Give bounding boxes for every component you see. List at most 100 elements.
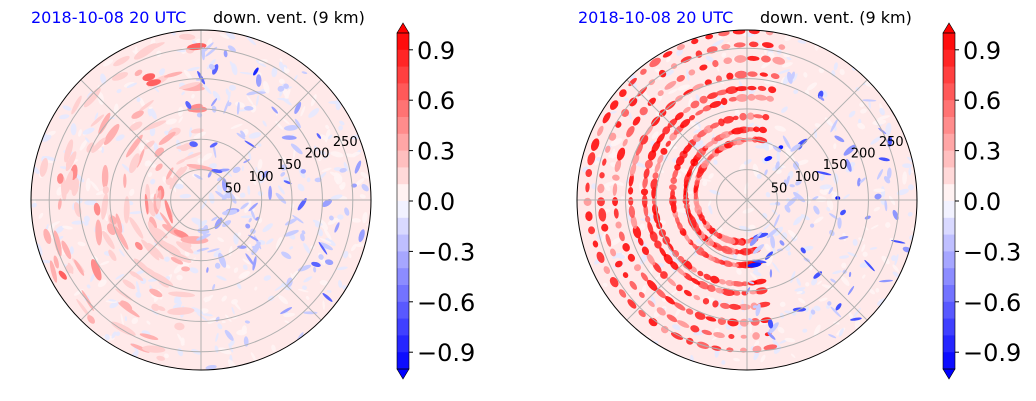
negative-streak bbox=[212, 284, 216, 290]
field-speckle bbox=[258, 170, 263, 175]
field-speckle bbox=[902, 163, 913, 169]
field-speckle bbox=[872, 119, 887, 126]
field-speckle bbox=[702, 180, 708, 187]
positive-streak bbox=[53, 255, 59, 269]
colorbar-level bbox=[397, 268, 409, 286]
negative-streak bbox=[857, 177, 861, 187]
field-speckle bbox=[257, 158, 263, 170]
negative-streak bbox=[300, 233, 305, 242]
positive-band bbox=[626, 126, 635, 138]
field-speckle bbox=[742, 207, 755, 214]
negative-streak bbox=[311, 261, 321, 268]
angular-gridline bbox=[80, 199, 202, 321]
negative-streak bbox=[240, 202, 249, 210]
positive-band bbox=[735, 93, 749, 102]
positive-band bbox=[680, 118, 691, 128]
field-speckle bbox=[781, 232, 788, 240]
field-speckle bbox=[796, 159, 809, 166]
angular-gridline bbox=[626, 79, 748, 201]
colorbar-extend-max bbox=[396, 22, 410, 34]
negative-streak bbox=[884, 199, 888, 212]
field-speckle bbox=[148, 106, 153, 109]
field-speckle bbox=[852, 307, 861, 319]
positive-band bbox=[720, 97, 728, 106]
negative-streak bbox=[828, 334, 837, 339]
positive-band bbox=[709, 122, 720, 129]
negative-streak bbox=[314, 177, 322, 183]
positive-streak bbox=[58, 270, 67, 280]
negative-streak bbox=[223, 50, 228, 58]
colorbar-level bbox=[943, 184, 955, 202]
field-speckle bbox=[676, 48, 683, 56]
negative-streak bbox=[874, 193, 882, 200]
positive-band bbox=[637, 237, 644, 246]
negative-streak bbox=[747, 262, 762, 268]
positive-band bbox=[660, 325, 669, 334]
colorbar-level bbox=[943, 285, 955, 303]
field-speckle bbox=[113, 103, 119, 117]
field-speckle bbox=[858, 118, 862, 125]
positive-band bbox=[601, 223, 609, 232]
field-speckle bbox=[848, 110, 856, 118]
field-speckle bbox=[796, 277, 801, 286]
negative-streak bbox=[776, 248, 784, 252]
positive-streak bbox=[65, 160, 71, 169]
positive-streak bbox=[169, 167, 184, 190]
negative-streak bbox=[828, 186, 834, 195]
positive-band bbox=[706, 92, 719, 99]
field-speckle bbox=[86, 284, 91, 289]
negative-streak bbox=[301, 71, 308, 75]
negative-streak bbox=[217, 176, 223, 182]
field-speckle bbox=[176, 274, 183, 281]
field-speckle bbox=[721, 52, 727, 58]
positive-band bbox=[656, 307, 666, 316]
field-speckle bbox=[196, 312, 208, 321]
negative-streak bbox=[785, 196, 798, 208]
field-speckle bbox=[602, 282, 608, 287]
positive-band bbox=[629, 280, 638, 290]
field-speckle bbox=[310, 94, 317, 107]
field-speckle bbox=[343, 161, 349, 172]
colorbar-level bbox=[397, 335, 409, 353]
positive-band bbox=[778, 44, 786, 50]
field-speckle bbox=[108, 299, 117, 302]
field-speckle bbox=[131, 317, 139, 325]
positive-streak bbox=[102, 185, 109, 195]
field-layer bbox=[582, 30, 917, 365]
positive-band bbox=[667, 243, 674, 252]
positive-band bbox=[602, 158, 607, 166]
positive-band bbox=[640, 188, 649, 196]
positive-streak bbox=[91, 137, 106, 153]
field-speckle bbox=[73, 289, 84, 296]
radial-tick-label: 150 bbox=[823, 158, 848, 173]
field-speckle bbox=[109, 301, 120, 309]
negative-streak bbox=[795, 179, 802, 186]
field-speckle bbox=[206, 37, 213, 48]
negative-streak bbox=[301, 230, 306, 235]
field-speckle bbox=[351, 218, 362, 223]
positive-band bbox=[662, 126, 671, 135]
colorbar-level bbox=[397, 49, 409, 68]
positive-band bbox=[695, 109, 704, 116]
field-speckle bbox=[355, 243, 365, 248]
field-speckle bbox=[802, 328, 808, 333]
field-speckle bbox=[173, 263, 185, 274]
field-speckle bbox=[838, 328, 844, 337]
negative-streak bbox=[892, 209, 899, 221]
colorbar-level bbox=[397, 167, 409, 185]
positive-band bbox=[702, 297, 710, 305]
field-speckle bbox=[187, 151, 194, 157]
colorbar-level bbox=[397, 352, 409, 370]
field-speckle bbox=[639, 182, 642, 192]
field-speckle bbox=[798, 297, 806, 304]
positive-band bbox=[613, 208, 619, 219]
positive-band bbox=[627, 299, 637, 309]
positive-band bbox=[675, 95, 684, 102]
field-speckle bbox=[97, 279, 107, 288]
positive-band bbox=[703, 273, 712, 281]
positive-band bbox=[726, 72, 734, 80]
positive-band bbox=[644, 159, 653, 169]
positive-streak bbox=[168, 291, 196, 298]
field-speckle bbox=[360, 171, 369, 179]
field-speckle bbox=[797, 40, 807, 44]
